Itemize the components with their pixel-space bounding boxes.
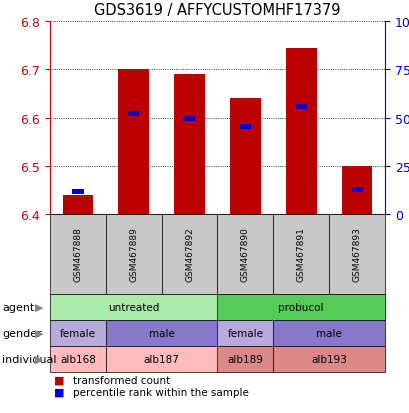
Text: agent: agent xyxy=(2,302,34,312)
Text: untreated: untreated xyxy=(108,302,159,312)
Text: male: male xyxy=(315,328,341,338)
Bar xyxy=(239,124,250,129)
Text: gender: gender xyxy=(2,328,42,338)
Bar xyxy=(63,195,93,214)
Title: GDS3619 / AFFYCUSTOMHF17379: GDS3619 / AFFYCUSTOMHF17379 xyxy=(94,3,340,18)
Bar xyxy=(295,105,306,110)
Text: GSM467890: GSM467890 xyxy=(240,227,249,282)
Text: GSM467889: GSM467889 xyxy=(129,227,138,282)
Bar xyxy=(351,188,362,193)
Bar xyxy=(128,112,139,117)
Text: percentile rank within the sample: percentile rank within the sample xyxy=(72,387,248,397)
Bar xyxy=(229,99,260,214)
Text: alb189: alb189 xyxy=(227,354,263,364)
Text: alb187: alb187 xyxy=(144,354,179,364)
Bar xyxy=(285,48,316,214)
Bar xyxy=(72,190,83,195)
Text: ▶: ▶ xyxy=(35,328,44,338)
Text: alb168: alb168 xyxy=(60,354,96,364)
Text: ▶: ▶ xyxy=(35,302,44,312)
Text: ■: ■ xyxy=(54,375,65,385)
Text: probucol: probucol xyxy=(278,302,323,312)
Text: transformed count: transformed count xyxy=(72,375,169,385)
Text: GSM467888: GSM467888 xyxy=(73,227,82,282)
Text: GSM467892: GSM467892 xyxy=(184,227,193,282)
Bar xyxy=(341,166,371,214)
Text: ▶: ▶ xyxy=(35,354,44,364)
Text: individual: individual xyxy=(2,354,56,364)
Text: female: female xyxy=(60,328,96,338)
Text: alb193: alb193 xyxy=(310,354,346,364)
Bar xyxy=(174,75,204,214)
Text: ■: ■ xyxy=(54,387,65,397)
Bar xyxy=(184,117,195,121)
Bar xyxy=(118,70,149,214)
Text: male: male xyxy=(148,328,174,338)
Text: GSM467891: GSM467891 xyxy=(296,227,305,282)
Text: GSM467893: GSM467893 xyxy=(352,227,361,282)
Text: female: female xyxy=(227,328,263,338)
